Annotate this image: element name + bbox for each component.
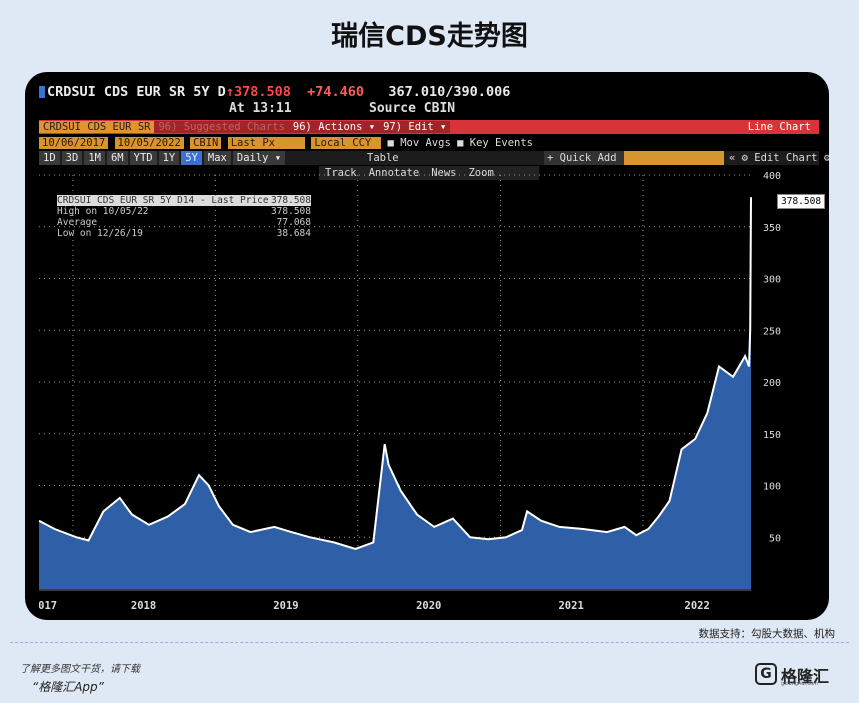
download-prompt: 了解更多图文干货，请下载 (20, 664, 140, 675)
chart-legend: CRDSUI CDS EUR SR 5Y D14 - Last Price 378… (57, 195, 311, 239)
x-tick-label: 2020 (416, 600, 441, 612)
y-tick-label: 250 (763, 326, 781, 337)
suggested-charts-button[interactable]: 96) Suggested Charts (154, 121, 289, 133)
last-price-tag: 378.508 (777, 194, 826, 209)
quick-add-input[interactable] (624, 151, 724, 165)
legend-label: Low on 12/26/19 (57, 228, 143, 239)
data-source-note: 数据支持：勾股大数据、机构 (698, 628, 836, 640)
y-tick-label: 50 (769, 533, 781, 544)
logo-text: 格隆汇 (781, 667, 830, 686)
legend-row: High on 10/05/22 378.508 (57, 206, 311, 217)
x-tick-label: 2019 (273, 600, 298, 612)
mov-avgs-label: Mov Avgs (400, 137, 451, 149)
period-button-ytd[interactable]: YTD (129, 151, 157, 165)
legend-label: High on 10/05/22 (57, 206, 149, 217)
period-button-5y[interactable]: 5Y (181, 151, 202, 165)
period-button-6m[interactable]: 6M (106, 151, 128, 165)
toolbar-1: CRDSUI CDS EUR SR 96) Suggested Charts 96)… (39, 120, 819, 134)
ticker: CRDSUI CDS EUR SR 5Y D (47, 84, 226, 100)
edit-chart-button[interactable]: « ⚙ Edit Chart ⚙ (729, 152, 829, 164)
y-tick-label: 350 (763, 223, 781, 234)
y-tick-label: 200 (763, 378, 781, 389)
legend-value: 378.508 (270, 206, 311, 217)
currency-select[interactable]: Local CCY (311, 137, 382, 149)
price-range: 367.010/390.006 (388, 84, 511, 100)
security-field[interactable]: CRDSUI CDS EUR SR (39, 121, 155, 133)
toolbar-3: 1D 3D 1M 6M YTD 1Y 5Y Max Daily ▾ Table + Quick … (39, 151, 829, 165)
period-button-max[interactable]: Max (203, 151, 231, 165)
legend-value: 77.068 (276, 217, 311, 228)
app-name: “格隆汇App” (32, 680, 104, 694)
quick-add-button[interactable]: + Quick Add ▾ (544, 151, 633, 165)
last-price: ↑378.508 (225, 84, 291, 100)
tool-annotate[interactable]: Annotate (368, 167, 420, 179)
quote-source: Source CBIN (369, 101, 456, 116)
end-date-field[interactable]: 10/05/2022 (114, 137, 184, 149)
tool-zoom[interactable]: Zoom (468, 167, 494, 179)
start-date-field[interactable]: 10/06/2017 (39, 137, 109, 149)
period-button-3d[interactable]: 3D (61, 151, 83, 165)
source-field[interactable]: CBIN (190, 137, 222, 149)
legend-label: CRDSUI CDS EUR SR 5Y D14 - Last Price (57, 195, 269, 206)
tool-news[interactable]: News (431, 167, 457, 179)
x-tick-label: 2018 (131, 600, 156, 612)
actions-menu[interactable]: 96) Actions ▾ (288, 121, 380, 133)
y-tick-label: 300 (763, 275, 781, 286)
period-buttons: 1D 3D 1M 6M YTD 1Y 5Y Max (39, 151, 233, 165)
toolbar-2: 10/06/2017 10/05/2022 CBIN Last Px Local… (39, 136, 533, 150)
mov-avgs-toggle[interactable]: ■ Mov Avgs (387, 137, 451, 149)
ticker-marker (39, 86, 45, 98)
y-tick-label: 100 (763, 482, 781, 493)
x-tick-label: 2021 (558, 600, 583, 612)
tool-track[interactable]: Track (325, 167, 357, 179)
period-button-1y[interactable]: 1Y (158, 151, 180, 165)
legend-row: CRDSUI CDS EUR SR 5Y D14 - Last Price 378… (57, 195, 311, 206)
chart-tools: Track Annotate News Zoom (319, 166, 539, 180)
edit-menu[interactable]: 97) Edit ▾ (379, 121, 451, 133)
x-tick-label: 2017 (39, 600, 57, 612)
frequency-select[interactable]: Daily ▾ (232, 151, 286, 165)
series-line (39, 197, 752, 551)
legend-label: Average (57, 217, 98, 228)
ticker-line: CRDSUI CDS EUR SR 5Y D↑378.508 +74.460 3… (39, 84, 510, 100)
key-events-label: Key Events (469, 137, 533, 149)
series-area (39, 197, 751, 589)
chart-svg: 50 100 150 200 250 300 350 400 2017 2018 2019 2020 2… (39, 171, 781, 612)
period-button-1d[interactable]: 1D (39, 151, 60, 165)
key-events-toggle[interactable]: ■ Key Events (457, 137, 533, 149)
field-select[interactable]: Last Px (227, 137, 305, 149)
legend-value: 38.684 (276, 228, 311, 239)
quote-time: At 13:11 (229, 101, 292, 116)
legend-row: Average 77.068 (57, 217, 311, 228)
chart-type-label: Line Chart (747, 121, 811, 133)
y-tick-label: 400 (763, 171, 781, 182)
gelonghui-logo: G 格隆汇 gelonghui.com (755, 662, 837, 688)
legend-row: Low on 12/26/19 38.684 (57, 228, 311, 239)
period-button-1m[interactable]: 1M (84, 151, 105, 165)
legend-value: 378.508 (270, 195, 311, 206)
footer-divider (10, 642, 849, 643)
price-change: +74.460 (307, 84, 365, 100)
logo-subtext: gelonghui.com (781, 681, 819, 687)
x-tick-label: 2022 (685, 600, 710, 612)
page-title: 瑞信CDS走势图 (331, 21, 528, 52)
y-tick-label: 150 (763, 430, 781, 441)
logo-icon: G (755, 663, 777, 685)
table-button[interactable]: Table (367, 152, 399, 164)
bloomberg-terminal-screenshot: CRDSUI CDS EUR SR 5Y D↑378.508 +74.460 3… (25, 72, 829, 620)
